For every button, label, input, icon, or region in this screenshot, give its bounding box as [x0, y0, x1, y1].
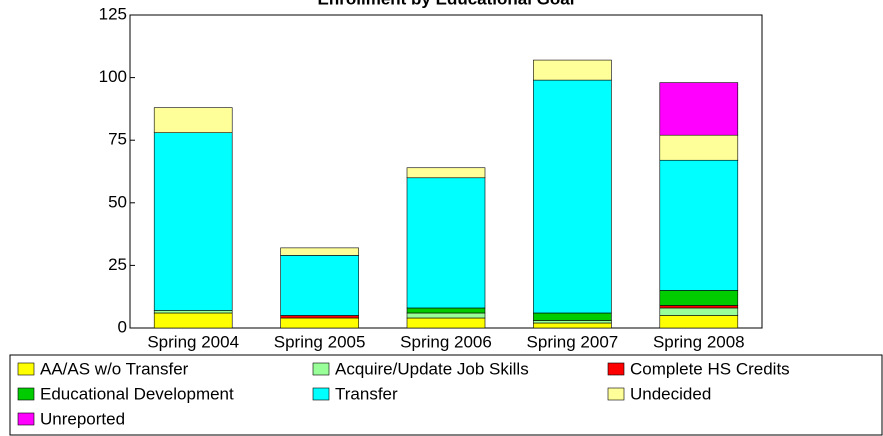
bar-segment	[659, 134, 739, 161]
y-tick-label: 75	[108, 130, 127, 149]
bar-segment	[153, 310, 233, 314]
bar-segment	[659, 82, 739, 136]
legend-swatch	[17, 362, 35, 376]
bar-segment	[533, 322, 612, 329]
y-tick-label: 0	[118, 317, 127, 336]
bar-segment	[659, 315, 739, 329]
bar-segment	[533, 320, 612, 324]
bar-segment	[406, 317, 486, 329]
y-tick-label: 25	[108, 255, 127, 274]
bar-segment	[659, 159, 739, 291]
legend-label: Unreported	[40, 409, 125, 428]
bar-segment	[406, 167, 486, 179]
bar-segment	[533, 59, 612, 81]
bar-segment	[153, 312, 233, 329]
legend-swatch	[17, 387, 35, 401]
bar-segment	[406, 177, 486, 309]
y-tick-label: 125	[99, 4, 127, 23]
legend-label: Complete HS Credits	[630, 359, 790, 378]
x-tick-label: Spring 2005	[274, 332, 366, 351]
x-tick-label: Spring 2004	[147, 332, 239, 351]
chart-title: Enrollment by Educational Goal	[318, 0, 575, 8]
legend-label: Transfer	[335, 384, 398, 403]
y-tick-label: 100	[99, 67, 127, 86]
bar-segment	[280, 255, 359, 316]
bar-segment	[406, 312, 486, 319]
bar-segment	[280, 317, 359, 329]
legend-swatch	[607, 387, 625, 401]
x-tick-label: Spring 2007	[527, 332, 619, 351]
bar-segment	[280, 315, 359, 319]
legend-label: Educational Development	[40, 384, 234, 403]
legend-label: AA/AS w/o Transfer	[40, 359, 189, 378]
legend-swatch	[607, 362, 625, 376]
bar-segment	[153, 132, 233, 311]
legend-label: Acquire/Update Job Skills	[335, 359, 529, 378]
y-tick-label: 50	[108, 192, 127, 211]
bar-segment	[280, 247, 359, 256]
legend-label: Undecided	[630, 384, 711, 403]
bar-segment	[406, 307, 486, 314]
bar-segment	[533, 79, 612, 314]
legend-swatch	[17, 412, 35, 426]
x-tick-label: Spring 2008	[653, 332, 745, 351]
legend-swatch	[312, 387, 330, 401]
bar-segment	[659, 307, 739, 316]
bar-segment	[153, 107, 233, 133]
legend-swatch	[312, 362, 330, 376]
bar-segment	[659, 290, 739, 306]
legend-frame	[9, 354, 883, 436]
x-tick-label: Spring 2006	[400, 332, 492, 351]
bar-segment	[533, 312, 612, 321]
bar-segment	[659, 305, 739, 309]
